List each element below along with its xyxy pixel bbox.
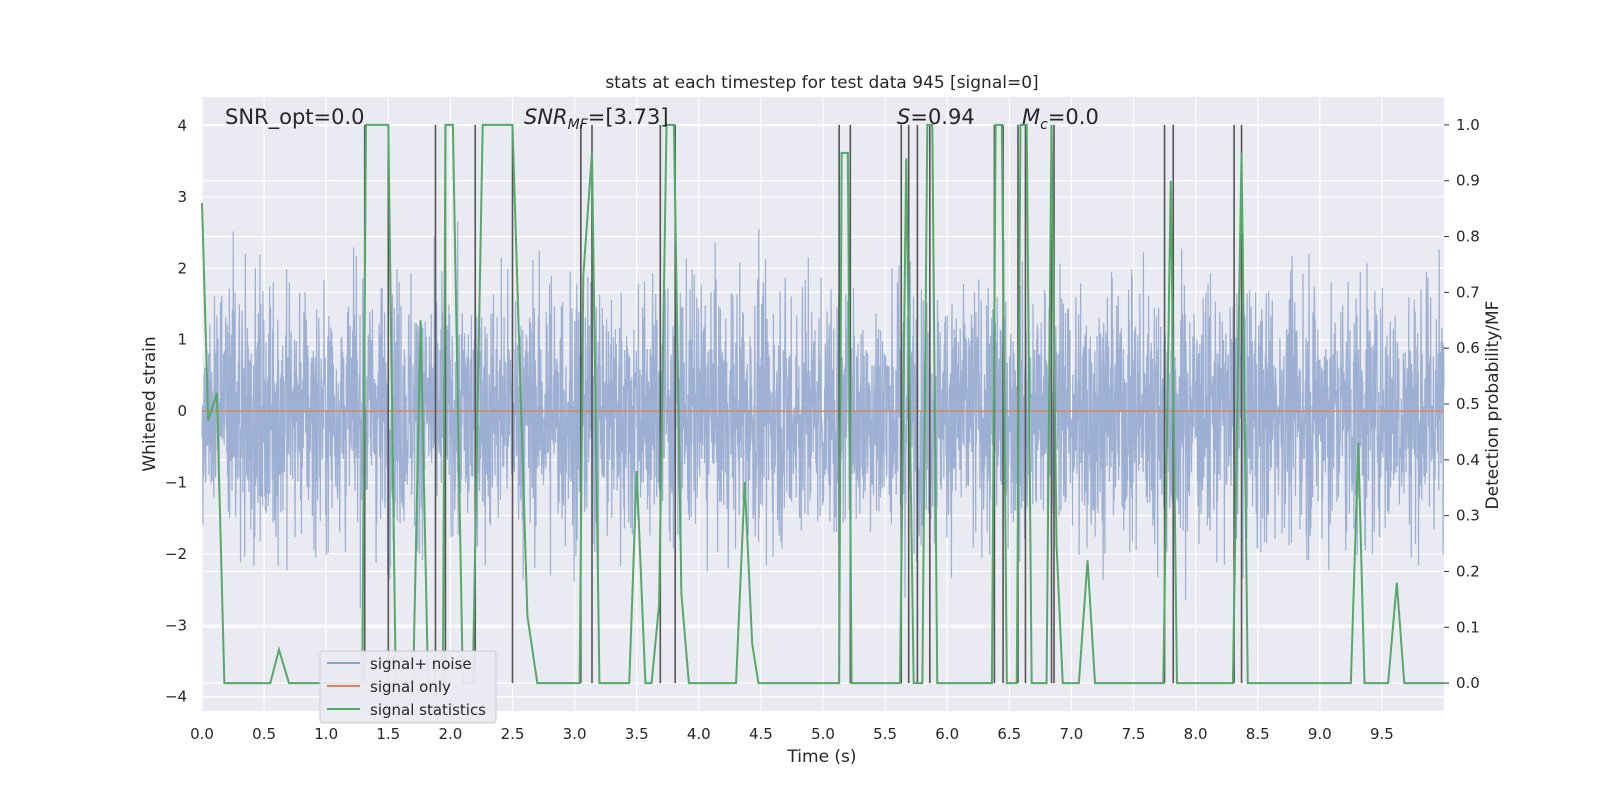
legend: signal+ noise signal only signal statist… xyxy=(319,650,497,724)
y-tick-label: 3 xyxy=(177,188,187,206)
noise-series xyxy=(201,221,1445,609)
x-tick-label: 8.5 xyxy=(1246,725,1270,743)
y-tick-label: −1 xyxy=(165,474,187,492)
y-right-tick-label: 1.0 xyxy=(1456,116,1480,134)
x-tick-label: 5.5 xyxy=(873,725,897,743)
x-tick-label: 0.0 xyxy=(190,725,214,743)
x-tick-label: 6.5 xyxy=(997,725,1021,743)
x-tick-label: 4.5 xyxy=(749,725,773,743)
x-tick-label: 0.5 xyxy=(252,725,276,743)
x-tick-label: 7.0 xyxy=(1059,725,1083,743)
y-right-tick-label: 0.1 xyxy=(1456,618,1480,636)
statistics-line xyxy=(201,123,1444,685)
y-right-tick-label: 0.2 xyxy=(1456,562,1480,580)
y-right-tick-label: 0.0 xyxy=(1456,674,1480,692)
x-tick-label: 3.0 xyxy=(563,725,587,743)
y-tick-label: 2 xyxy=(177,259,187,277)
y-tick-label: −2 xyxy=(165,545,187,563)
snr-mf-sub: MF xyxy=(568,117,589,133)
legend-entry-noise: signal+ noise xyxy=(370,655,472,673)
x-tick-label: 2.0 xyxy=(438,725,462,743)
legend-entry-statistics: signal statistics xyxy=(370,701,486,719)
x-tick-label: 4.0 xyxy=(687,725,711,743)
x-tick-label: 6.0 xyxy=(935,725,959,743)
y-right-tick-label: 0.9 xyxy=(1456,172,1480,190)
mc-value: =0.0 xyxy=(1048,105,1099,129)
y-tick-label: 4 xyxy=(177,117,187,135)
y-right-tick-label: 0.4 xyxy=(1456,451,1480,469)
y-right-tick-label: 0.3 xyxy=(1456,507,1480,525)
noise-trace xyxy=(201,221,1445,609)
s-value: =0.94 xyxy=(910,105,974,129)
x-tick-label: 7.5 xyxy=(1122,725,1146,743)
chart-title: stats at each timestep for test data 945… xyxy=(605,73,1038,93)
legend-entry-signal-only: signal only xyxy=(370,678,451,696)
snr-mf-value: =[3.73] xyxy=(588,105,669,129)
x-tick-label: 3.5 xyxy=(625,725,649,743)
mc-annotation: Mc=0.0 xyxy=(1022,105,1099,133)
y-axis-right-ticks: 1.0 0.9 0.8 0.7 0.6 0.5 0.4 0.3 0.2 0.1 0.0 xyxy=(1444,116,1480,692)
y-right-tick-label: 0.7 xyxy=(1456,283,1480,301)
x-axis-label: Time (s) xyxy=(786,747,856,767)
x-tick-label: 5.0 xyxy=(811,725,835,743)
snr-mf-main: SNR xyxy=(524,105,568,129)
x-axis-ticks: 0.0 0.5 1.0 1.5 2.0 2.5 3.0 3.5 4.0 4.5 5.0 5.5 6.0 6… xyxy=(190,725,1394,743)
y-axis-right-label: Detection probability/MF xyxy=(1483,301,1503,510)
x-tick-label: 1.0 xyxy=(314,725,338,743)
y-tick-label: 0 xyxy=(177,402,187,420)
snr-mf-annotation: SNRMF=[3.73] xyxy=(524,105,669,133)
legend-box xyxy=(319,650,497,724)
x-tick-label: 9.5 xyxy=(1370,725,1394,743)
s-annotation: S=0.94 xyxy=(897,105,975,129)
x-tick-label: 9.0 xyxy=(1308,725,1332,743)
signal-statistics-series xyxy=(201,123,1444,685)
snr-opt-annotation: SNR_opt=0.0 xyxy=(225,105,365,130)
y-right-tick-label: 0.8 xyxy=(1456,228,1480,246)
s-main: S xyxy=(897,105,910,129)
x-tick-label: 2.5 xyxy=(501,725,525,743)
x-tick-label: 1.5 xyxy=(376,725,400,743)
mc-sub: c xyxy=(1040,117,1048,133)
y-axis-left-ticks: 4 3 2 1 0 −1 −2 −3 −4 xyxy=(165,117,187,706)
x-tick-label: 8.0 xyxy=(1184,725,1208,743)
y-right-tick-label: 0.6 xyxy=(1456,339,1480,357)
y-axis-left-label: Whitened strain xyxy=(140,336,160,471)
y-tick-label: −3 xyxy=(165,616,187,634)
y-right-tick-label: 0.5 xyxy=(1456,395,1480,413)
mc-main: M xyxy=(1022,105,1040,129)
y-tick-label: 1 xyxy=(177,331,187,349)
y-tick-label: −4 xyxy=(165,688,187,706)
